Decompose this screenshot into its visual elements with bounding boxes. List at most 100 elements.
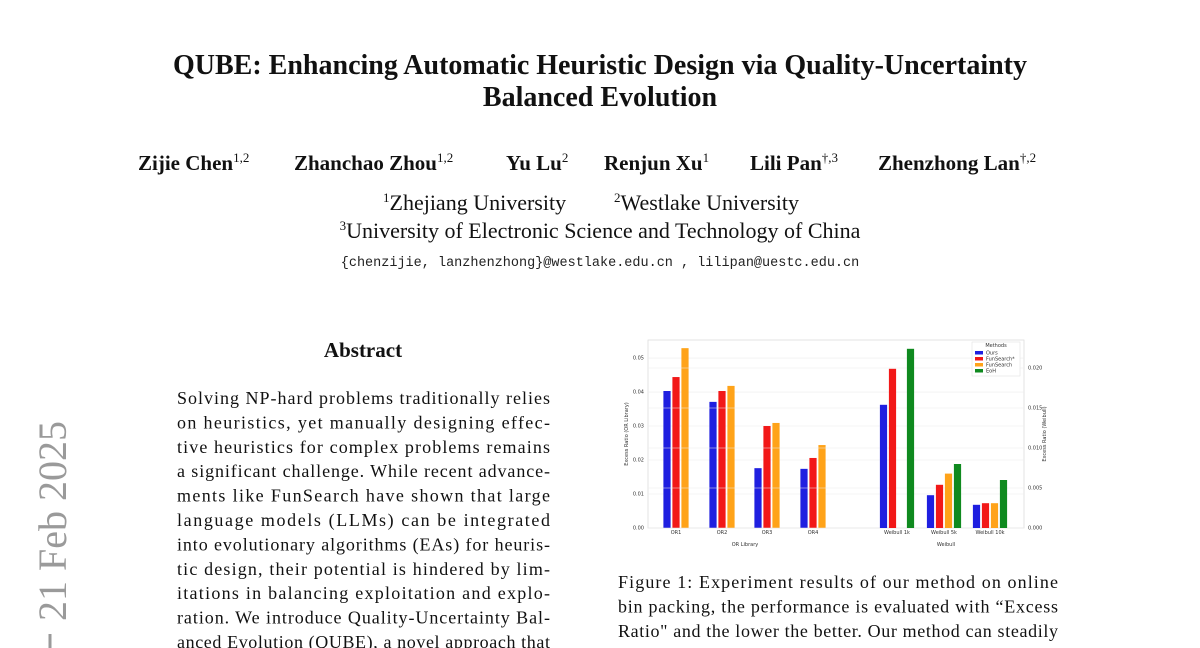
y-tick-label: 0.01 bbox=[633, 492, 644, 498]
y-tick-label: 0.005 bbox=[1028, 486, 1042, 492]
bar bbox=[709, 401, 717, 528]
abstract-line: a significant challenge. While recent ad… bbox=[177, 461, 550, 481]
abstract-line: ration. We introduce Quality-Uncertainty… bbox=[177, 608, 550, 628]
bar bbox=[718, 390, 726, 528]
caption-line: Figure 1: Experiment results of our meth… bbox=[618, 572, 1058, 592]
abstract-line: tive heuristics for complex problems rem… bbox=[177, 437, 550, 457]
legend-swatch bbox=[975, 369, 983, 373]
author-affil: 1,2 bbox=[233, 150, 249, 165]
affiliation: 2Westlake University bbox=[614, 190, 799, 215]
legend-label: FunSearch* bbox=[986, 357, 1015, 363]
x-axis-label: Weibull bbox=[937, 542, 955, 548]
bar bbox=[926, 495, 935, 528]
affil-text: Zhejiang University bbox=[390, 190, 567, 215]
bar bbox=[727, 385, 735, 528]
x-tick-label: OR1 bbox=[671, 530, 682, 536]
legend-swatch bbox=[975, 351, 983, 355]
arxiv-stamp: 21 Feb 2025 bbox=[30, 421, 75, 621]
x-tick-label: Weibull 5k bbox=[931, 530, 957, 536]
x-tick-label: OR2 bbox=[717, 530, 728, 536]
abstract-line: anced Evolution (QUBE), a novel approach… bbox=[177, 632, 550, 648]
caption-line: Ratio" and the lower the better. Our met… bbox=[618, 621, 1058, 641]
x-tick-label: Weibull 1k bbox=[884, 530, 910, 536]
legend-swatch bbox=[975, 363, 983, 367]
abstract-body: Solving NP-hard problems traditionally r… bbox=[177, 388, 550, 648]
bar bbox=[972, 504, 981, 528]
y-axis-label: Excess Ratio (OR Library) bbox=[624, 402, 630, 466]
caption-line: bin packing, the performance is evaluate… bbox=[618, 597, 1058, 617]
affil-mark: 3 bbox=[340, 218, 347, 233]
author-name: Zijie Chen bbox=[138, 151, 233, 175]
author-affil: †,3 bbox=[822, 150, 838, 165]
abstract-line: language models (LLMs) can be integrated bbox=[177, 510, 550, 531]
abstract-line: ments like FunSearch have shown that lar… bbox=[177, 486, 550, 506]
legend-title: Methods bbox=[985, 343, 1007, 349]
y-axis-label: Excess Ratio (Weibull) bbox=[1042, 406, 1048, 461]
x-tick-label: Weibull 10k bbox=[975, 530, 1004, 536]
y-tick-label: 0.00 bbox=[633, 526, 644, 532]
bar bbox=[944, 473, 953, 528]
bar bbox=[809, 457, 817, 528]
author-affil: 1 bbox=[703, 150, 710, 165]
author: Zijie Chen1,2 bbox=[138, 150, 249, 175]
y-tick-label: 0.000 bbox=[1028, 526, 1042, 532]
bar bbox=[672, 377, 680, 528]
affil-mark: 2 bbox=[614, 190, 621, 205]
figure-chart: 0.00 0.01 0.02 0.03 0.04 0.05 OR1 OR2 OR3 OR4 OR L… bbox=[624, 341, 1048, 548]
y-tick-label: 0.05 bbox=[633, 356, 644, 362]
author: Yu Lu2 bbox=[506, 150, 568, 175]
bar bbox=[800, 468, 808, 528]
author-name: Zhanchao Zhou bbox=[294, 151, 437, 175]
email: {chenzijie, lanzhenzhong}@westlake.edu.c… bbox=[341, 256, 859, 271]
author-name: Zhenzhong Lan bbox=[878, 151, 1020, 175]
affil-text: University of Electronic Science and Tec… bbox=[346, 218, 861, 243]
author-name: Lili Pan bbox=[750, 151, 822, 175]
x-tick-label: OR4 bbox=[808, 530, 819, 536]
x-tick-label: OR3 bbox=[762, 530, 773, 536]
bar bbox=[935, 484, 944, 528]
bar bbox=[990, 503, 999, 528]
abstract-line: into evolutionary algorithms (EAs) for h… bbox=[177, 534, 550, 555]
bar bbox=[888, 368, 897, 528]
bar bbox=[999, 480, 1008, 528]
affiliation: 1Zhejiang University bbox=[383, 190, 566, 215]
y-tick-label: 0.02 bbox=[633, 458, 644, 464]
author: Zhenzhong Lan†,2 bbox=[878, 150, 1036, 175]
bar bbox=[981, 503, 990, 528]
author-name: Renjun Xu bbox=[604, 151, 703, 175]
y-tick-label: 0.020 bbox=[1028, 366, 1042, 372]
abstract-heading: Abstract bbox=[324, 338, 402, 362]
bar bbox=[953, 464, 962, 528]
legend-label: EoH bbox=[986, 369, 996, 375]
affiliation: 3University of Electronic Science and Te… bbox=[340, 218, 861, 243]
legend-swatch bbox=[975, 357, 983, 361]
affil-mark: 1 bbox=[383, 190, 390, 205]
bar bbox=[763, 426, 771, 528]
y-tick-label: 0.04 bbox=[633, 390, 644, 396]
bar bbox=[772, 422, 780, 528]
bar bbox=[818, 445, 826, 528]
author-affil: 1,2 bbox=[437, 150, 453, 165]
author-name: Yu Lu bbox=[506, 151, 562, 175]
author: Renjun Xu1 bbox=[604, 150, 709, 175]
bar bbox=[879, 404, 888, 528]
title-line: Balanced Evolution bbox=[483, 82, 718, 113]
bar bbox=[681, 348, 689, 528]
author-affil: 2 bbox=[562, 150, 569, 165]
y-tick-label: 0.015 bbox=[1028, 406, 1042, 412]
author: Zhanchao Zhou1,2 bbox=[294, 150, 453, 175]
x-axis-label: OR Library bbox=[732, 542, 759, 548]
abstract-line: tic design, their potential is hindered … bbox=[177, 559, 550, 579]
bar bbox=[754, 468, 762, 528]
abstract-line: itations in balancing exploitation and e… bbox=[177, 583, 550, 603]
author: Lili Pan†,3 bbox=[750, 150, 838, 175]
abstract-line: on heuristics, yet manually designing ef… bbox=[177, 412, 550, 432]
affil-text: Westlake University bbox=[621, 190, 799, 215]
legend-label: Ours bbox=[986, 351, 998, 357]
bar bbox=[663, 390, 671, 528]
figure-caption: Figure 1: Experiment results of our meth… bbox=[618, 572, 1058, 641]
author-affil: †,2 bbox=[1020, 150, 1036, 165]
title-line: QUBE: Enhancing Automatic Heuristic Desi… bbox=[173, 50, 1027, 81]
bar bbox=[906, 348, 915, 528]
